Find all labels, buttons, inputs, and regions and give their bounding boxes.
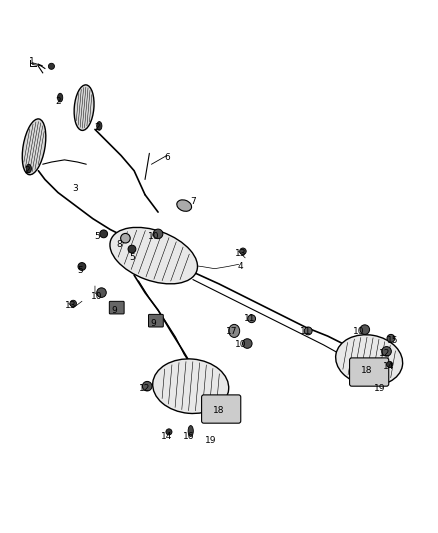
Ellipse shape	[120, 233, 130, 243]
Text: 5: 5	[129, 253, 135, 262]
Text: 10: 10	[235, 341, 247, 349]
Ellipse shape	[78, 263, 86, 270]
FancyBboxPatch shape	[350, 358, 389, 386]
Text: 19: 19	[205, 436, 216, 445]
Text: 4: 4	[238, 262, 244, 271]
Text: 16: 16	[183, 432, 194, 441]
Text: 10: 10	[353, 327, 364, 336]
FancyBboxPatch shape	[110, 301, 124, 314]
Text: 2: 2	[25, 166, 30, 175]
Text: 1: 1	[29, 58, 35, 67]
Ellipse shape	[57, 93, 63, 102]
Text: 10: 10	[148, 231, 159, 240]
Ellipse shape	[248, 315, 255, 322]
Ellipse shape	[166, 429, 172, 435]
Text: 14: 14	[383, 362, 395, 371]
Ellipse shape	[48, 63, 54, 69]
Ellipse shape	[22, 119, 46, 175]
FancyBboxPatch shape	[201, 395, 241, 423]
Text: 5: 5	[94, 231, 100, 240]
Ellipse shape	[142, 382, 152, 391]
Text: 6: 6	[164, 153, 170, 162]
Text: 10: 10	[92, 293, 103, 302]
Ellipse shape	[243, 339, 252, 349]
Text: 2: 2	[94, 123, 100, 132]
Text: 9: 9	[151, 319, 157, 328]
Ellipse shape	[387, 334, 395, 342]
Ellipse shape	[74, 85, 94, 131]
FancyBboxPatch shape	[148, 314, 163, 327]
Text: 14: 14	[161, 432, 173, 441]
Ellipse shape	[382, 346, 391, 356]
Ellipse shape	[97, 288, 106, 297]
Ellipse shape	[153, 229, 163, 239]
Text: 12: 12	[139, 384, 151, 393]
Ellipse shape	[97, 122, 102, 130]
Ellipse shape	[240, 248, 246, 255]
Text: 11: 11	[244, 314, 255, 323]
Text: 17: 17	[226, 327, 238, 336]
Text: 18: 18	[213, 406, 225, 415]
Ellipse shape	[110, 228, 198, 284]
Ellipse shape	[304, 327, 312, 335]
Ellipse shape	[229, 325, 240, 337]
Ellipse shape	[70, 300, 77, 307]
Text: 13: 13	[235, 249, 247, 258]
Text: 9: 9	[112, 305, 117, 314]
Ellipse shape	[26, 164, 32, 173]
Ellipse shape	[153, 359, 229, 414]
Text: 19: 19	[374, 384, 386, 393]
Ellipse shape	[128, 245, 136, 253]
Ellipse shape	[360, 325, 370, 334]
Ellipse shape	[188, 425, 193, 437]
Text: 8: 8	[116, 240, 122, 249]
Text: 5: 5	[77, 266, 83, 276]
Ellipse shape	[100, 230, 108, 238]
Text: 12: 12	[379, 349, 390, 358]
Text: 13: 13	[65, 301, 77, 310]
Text: 15: 15	[387, 336, 399, 345]
Text: 3: 3	[73, 184, 78, 192]
Ellipse shape	[336, 335, 403, 385]
Ellipse shape	[387, 361, 392, 367]
Text: 11: 11	[300, 327, 312, 336]
Text: 7: 7	[190, 197, 196, 206]
Text: 2: 2	[55, 96, 61, 106]
Text: 18: 18	[361, 367, 373, 375]
Ellipse shape	[177, 200, 191, 211]
